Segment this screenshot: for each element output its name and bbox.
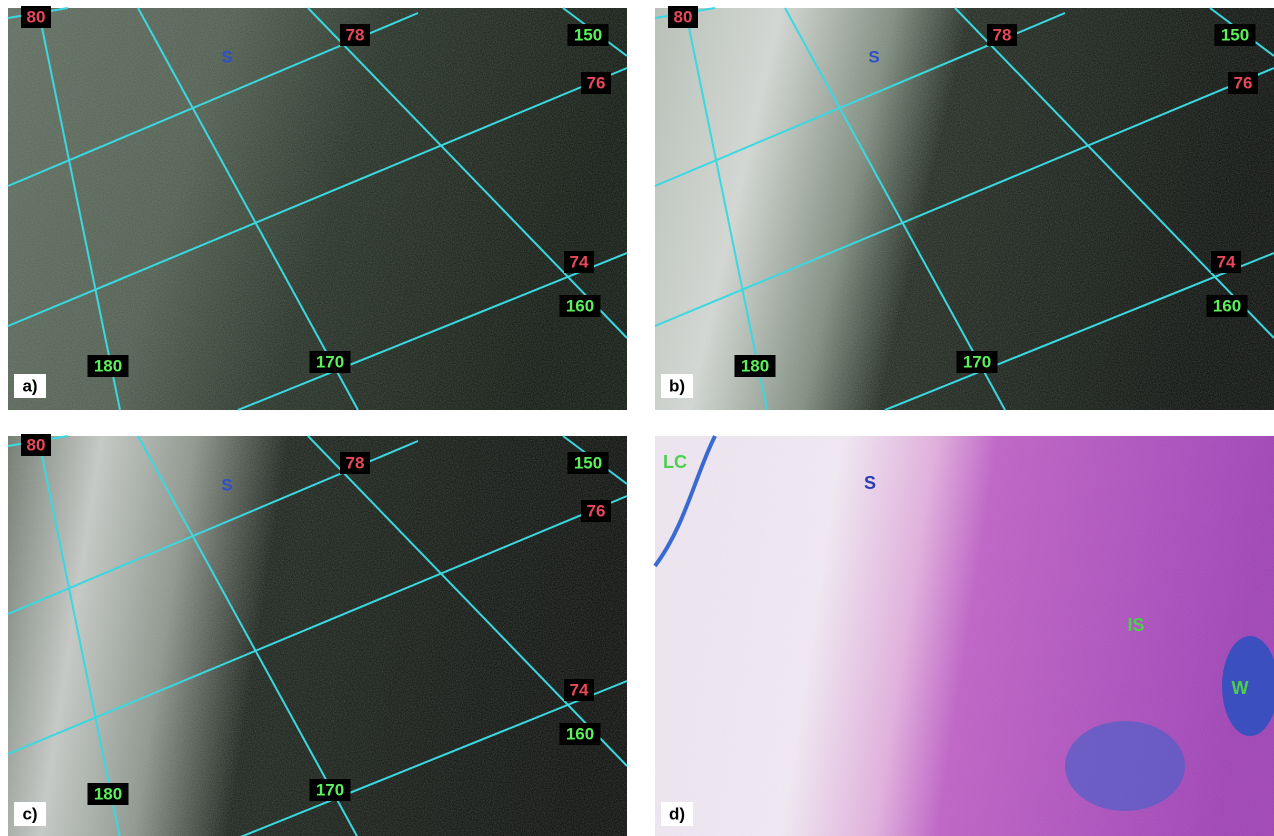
panel-label: b) (669, 376, 685, 395)
figure: 80 78 150 76 74 160 170 180 Sa) 80 78 150 76 74 160 170… (0, 0, 1274, 836)
grid-label: 160 (566, 296, 594, 315)
image-texture (8, 436, 627, 836)
grid-label: 170 (316, 352, 344, 371)
region-label: S (221, 475, 232, 494)
region-label: S (221, 47, 232, 66)
region-label: S (864, 473, 876, 493)
image-panel: LC S IS Wd) (655, 436, 1274, 836)
image-panel: 80 78 150 76 74 160 170 180 Sa) (8, 6, 627, 410)
grid-label: 160 (566, 724, 594, 743)
grid-label: 150 (1221, 25, 1249, 44)
grid-label: 74 (570, 252, 589, 271)
image-texture (655, 8, 1274, 410)
image-panel: 80 78 150 76 74 160 170 180 Sc) (8, 434, 627, 836)
panel-label: a) (22, 376, 37, 395)
blue-patch (1065, 721, 1185, 811)
image-panel: 80 78 150 76 74 160 170 180 Sb) (655, 6, 1274, 410)
grid-label: 80 (27, 435, 46, 454)
grid-label: 170 (316, 780, 344, 799)
region-label: LC (663, 452, 687, 472)
grid-label: 180 (94, 784, 122, 803)
grid-label: 150 (574, 25, 602, 44)
grid-label: 80 (674, 7, 693, 26)
grid-label: 78 (346, 453, 365, 472)
grid-label: 74 (1217, 252, 1236, 271)
image-texture (8, 8, 627, 410)
panel-label: c) (22, 804, 37, 823)
grid-label: 78 (993, 25, 1012, 44)
grid-label: 78 (346, 25, 365, 44)
grid-label: 180 (741, 356, 769, 375)
grid-label: 76 (587, 501, 606, 520)
grid-label: 76 (587, 73, 606, 92)
region-label: S (868, 47, 879, 66)
region-label: IS (1127, 615, 1144, 635)
region-label: W (1232, 678, 1249, 698)
grid-label: 160 (1213, 296, 1241, 315)
grid-label: 150 (574, 453, 602, 472)
grid-label: 180 (94, 356, 122, 375)
panel-label: d) (669, 804, 685, 823)
grid-label: 170 (963, 352, 991, 371)
grid-label: 74 (570, 680, 589, 699)
grid-label: 80 (27, 7, 46, 26)
grid-label: 76 (1234, 73, 1253, 92)
